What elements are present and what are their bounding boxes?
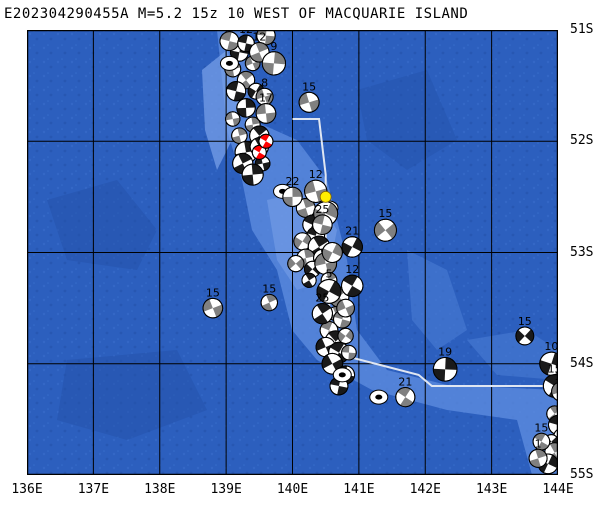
focal-mechanism[interactable] xyxy=(282,186,303,208)
mechanism-depth-label: 15 xyxy=(518,315,532,328)
focal-mechanism[interactable] xyxy=(549,379,558,404)
focal-mechanism[interactable] xyxy=(261,51,287,76)
mechanism-depth-label: 12 xyxy=(252,30,266,43)
latitude-label: 53S xyxy=(570,244,594,260)
lat-lon-grid xyxy=(27,30,558,475)
focal-mechanism[interactable] xyxy=(308,300,336,328)
longitude-label: 138E xyxy=(144,482,176,497)
focal-mechanism[interactable] xyxy=(236,98,256,118)
focal-mechanism[interactable] xyxy=(432,356,458,382)
mechanism-depth-label: 22 xyxy=(286,175,300,188)
longitude-label: 143E xyxy=(475,482,508,497)
focal-mechanism[interactable] xyxy=(200,295,225,320)
map-frame[interactable]: 1512151298151722125252115151551225192115… xyxy=(26,29,559,476)
longitude-label: 137E xyxy=(77,482,110,497)
focal-mechanism-ring[interactable] xyxy=(332,367,352,383)
focal-mechanism[interactable] xyxy=(334,297,357,320)
focal-mechanism[interactable] xyxy=(341,344,357,361)
focal-mechanism[interactable] xyxy=(241,163,264,186)
focal-mechanism[interactable] xyxy=(218,30,241,53)
mechanism-depth-label: 19 xyxy=(438,345,452,358)
focal-mechanism[interactable] xyxy=(311,213,335,237)
ridge-west-patch xyxy=(202,50,242,170)
latitude-label: 55S xyxy=(570,467,594,482)
focal-mechanism[interactable] xyxy=(338,271,367,300)
mechanism-depth-label: 15 xyxy=(222,30,236,33)
deep-center-patch xyxy=(357,70,457,170)
map-title: E202304290455A M=5.2 15z 10 WEST OF MACQ… xyxy=(4,6,469,22)
focal-mechanisms[interactable]: 1512151298151722125252115151551225192115… xyxy=(200,30,558,475)
mechanism-depth-label: 12 xyxy=(554,370,558,383)
longitude-label: 140E xyxy=(276,482,309,497)
mechanism-depth-label: 15 xyxy=(534,421,548,434)
mechanism-depth-label: 15 xyxy=(548,363,558,376)
mechanism-depth-label: 5 xyxy=(326,267,333,280)
mechanism-depth-label: 12 xyxy=(345,263,359,276)
focal-mechanism[interactable] xyxy=(530,430,553,453)
mechanism-depth-label: 17 xyxy=(259,92,273,105)
map-border xyxy=(26,29,559,476)
mechanism-depth-label: 25 xyxy=(315,292,329,305)
mechanism-depth-label: 15 xyxy=(206,286,220,299)
mechanism-depth-label: 15 xyxy=(262,282,276,295)
latitude-label: 52S xyxy=(570,133,594,149)
mechanism-depth-label: 1 xyxy=(535,437,542,450)
focal-mechanism[interactable] xyxy=(370,215,401,246)
mechanism-depth-label: 8 xyxy=(261,76,268,89)
map-canvas[interactable]: 1512151298151722125252115151551225192115… xyxy=(26,29,559,476)
mechanism-depth-label: 12 xyxy=(239,30,253,36)
focal-mechanism[interactable] xyxy=(313,275,345,307)
focal-mechanism[interactable] xyxy=(258,292,280,314)
mechanism-depth-label: 21 xyxy=(398,376,412,389)
focal-mechanism[interactable] xyxy=(224,80,247,103)
focal-mechanism-highlight[interactable] xyxy=(256,132,275,151)
focal-mechanism-ring[interactable] xyxy=(369,389,389,405)
mechanism-depth-label: 9 xyxy=(270,40,277,53)
deep-south-patch xyxy=(57,350,207,440)
longitude-label: 141E xyxy=(343,482,375,497)
focal-mechanism[interactable] xyxy=(319,239,346,266)
focal-mechanism[interactable] xyxy=(284,252,307,275)
focal-mechanism[interactable] xyxy=(392,384,418,410)
latitude-label: 51S xyxy=(570,22,594,37)
mechanism-depth-label: 10 xyxy=(544,340,558,353)
main-event-marker[interactable] xyxy=(319,190,332,203)
ridge-se-patch xyxy=(467,330,558,380)
focal-mechanism[interactable] xyxy=(299,271,319,291)
focal-mechanism[interactable] xyxy=(527,447,550,470)
mechanism-depth-label: 12 xyxy=(309,168,323,181)
focal-mechanism[interactable] xyxy=(297,90,322,115)
mechanism-depth-label: 21 xyxy=(345,225,359,238)
ridge-east-patch xyxy=(407,250,467,350)
mechanism-depth-label: 25 xyxy=(315,203,329,216)
focal-mechanism-ring[interactable] xyxy=(219,55,239,71)
focal-mechanism[interactable] xyxy=(294,196,318,220)
latitude-label: 54S xyxy=(570,355,594,371)
mechanism-depth-label: 15 xyxy=(378,207,392,220)
longitude-label: 139E xyxy=(210,482,242,497)
focal-mechanism[interactable] xyxy=(254,86,275,107)
deep-west-patch xyxy=(47,180,157,270)
longitude-label: 136E xyxy=(11,482,43,497)
focal-mechanism[interactable] xyxy=(224,111,241,128)
focal-mechanism[interactable] xyxy=(338,233,366,261)
mechanism-depth-label: 15 xyxy=(302,80,316,93)
longitude-label: 142E xyxy=(409,482,441,497)
focal-mechanism[interactable] xyxy=(255,103,277,125)
focal-mechanism[interactable] xyxy=(236,33,256,53)
focal-mechanism[interactable] xyxy=(512,323,537,348)
longitude-label: 144E xyxy=(542,482,574,497)
